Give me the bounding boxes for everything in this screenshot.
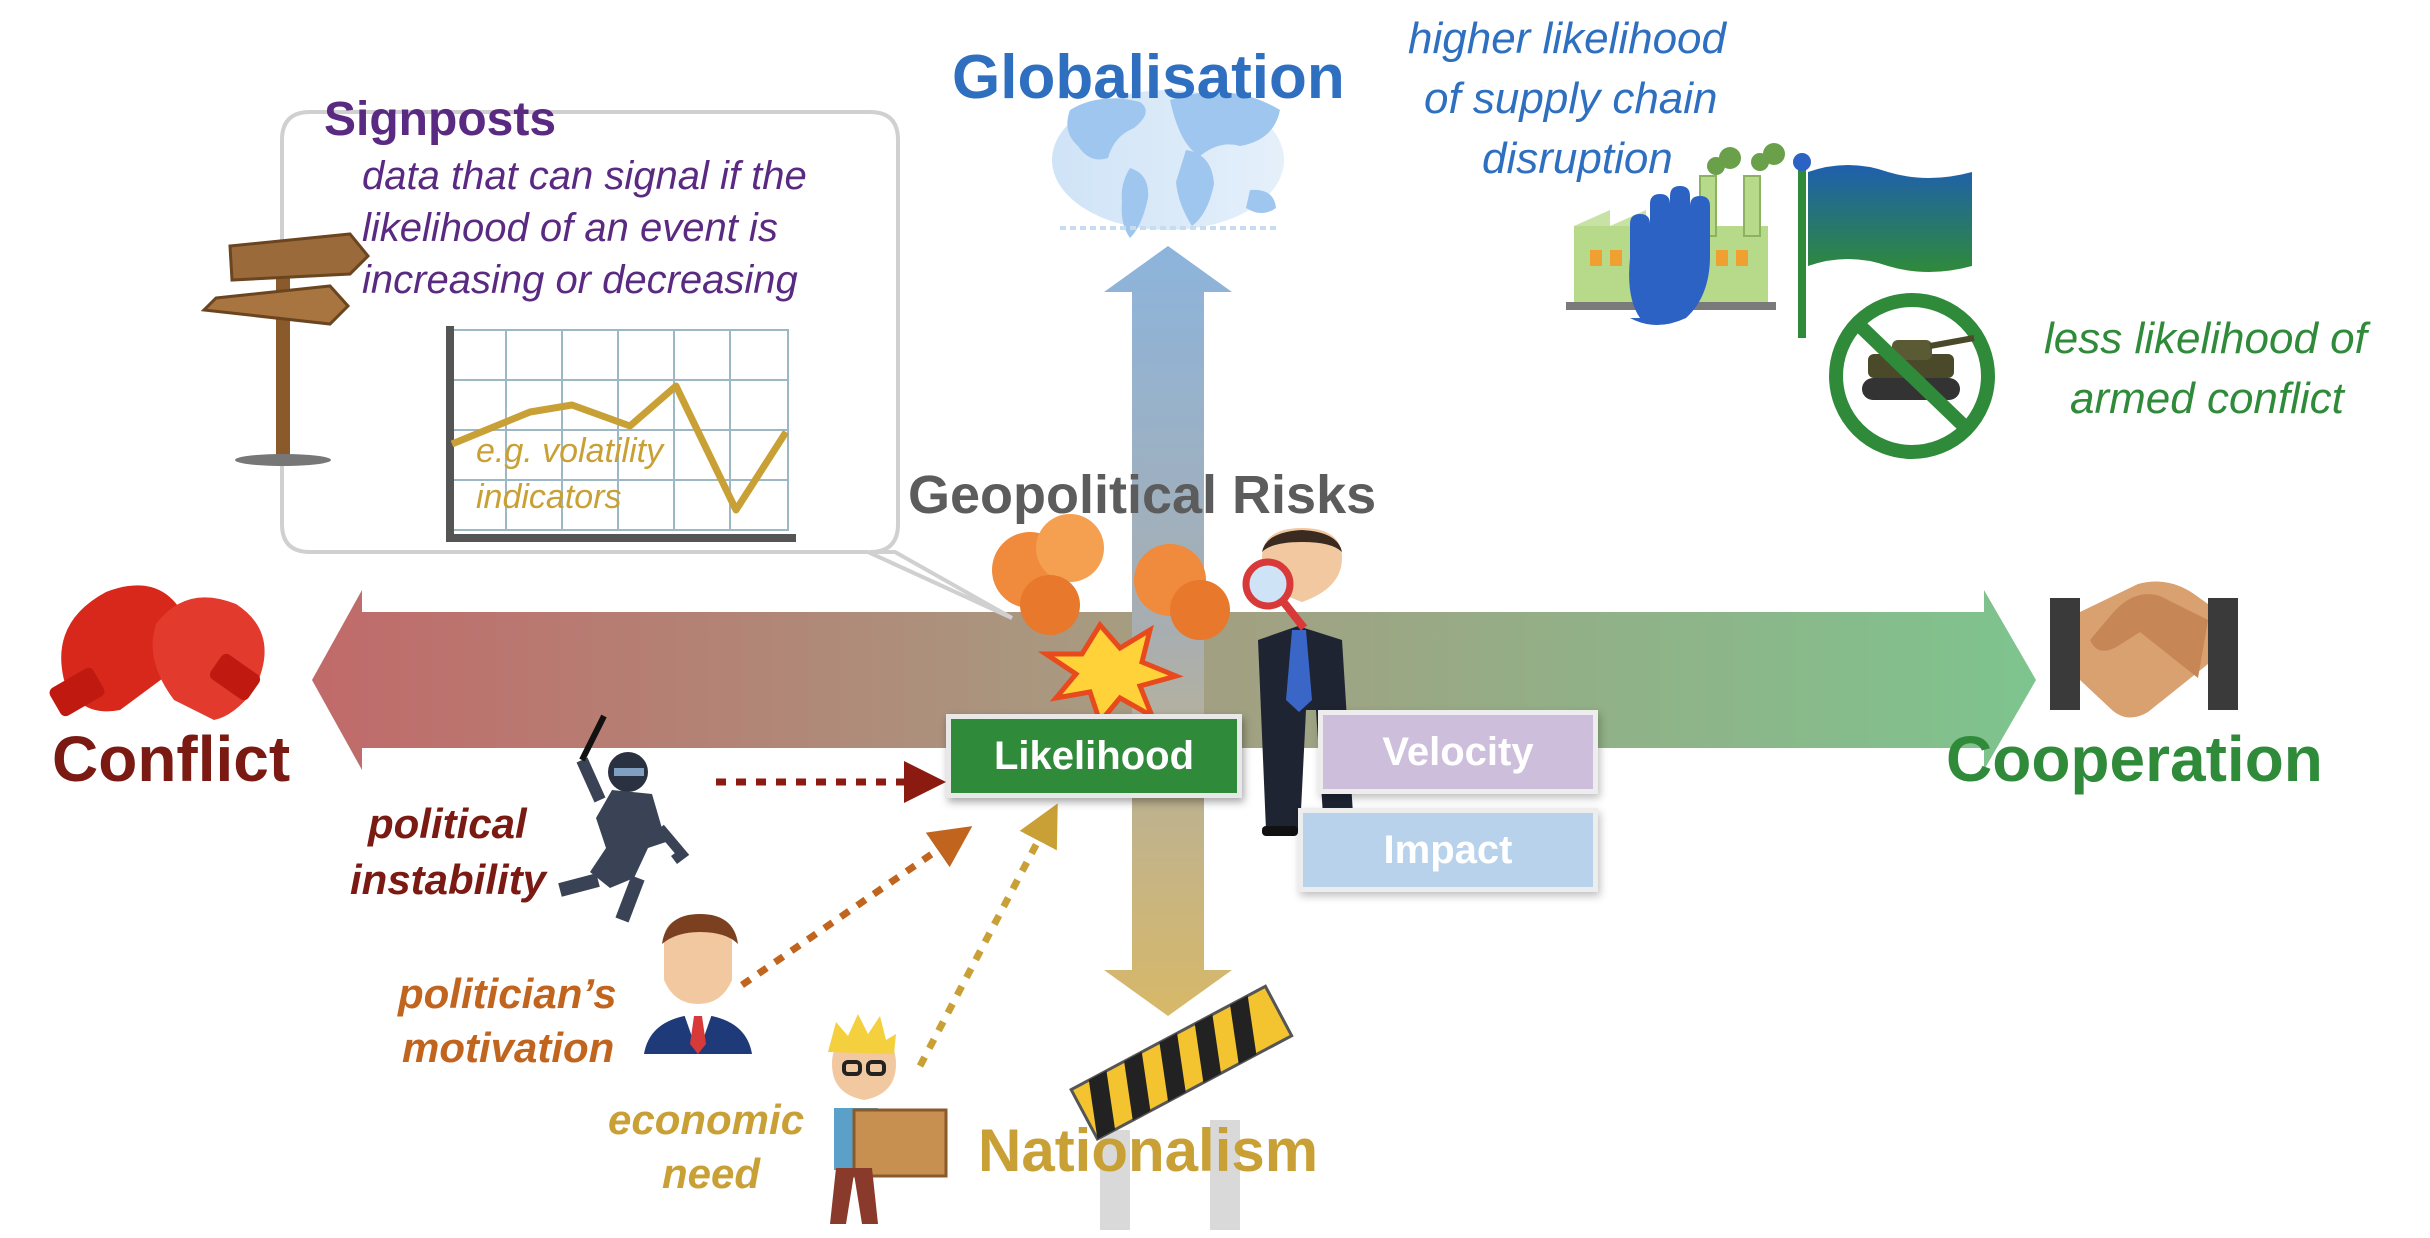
signposts-description-line-2: likelihood of an event is (362, 206, 778, 250)
flag-icon (1793, 153, 1972, 338)
politicians-motivation-line-1: politician’s (398, 970, 617, 1017)
signposts-description-line-1: data that can signal if the (362, 154, 807, 198)
signposts-description-line-3: increasing or decreasing (362, 258, 798, 302)
worker-carrying-box-icon (828, 1014, 948, 1224)
economic-need-line-1: economic (608, 1096, 805, 1143)
economic-need-arrow (916, 803, 1058, 1068)
armed-conflict-line-2: armed conflict (2070, 374, 2344, 423)
chart-example-line-2: indicators (476, 478, 622, 516)
political-instability-line-2: instability (350, 856, 547, 903)
velocity-box: Velocity (1318, 710, 1598, 794)
road-barrier-icon (1069, 984, 1294, 1230)
politicians-motivation-line-2: motivation (402, 1024, 615, 1071)
supply-chain-line-1: higher likelihood (1408, 14, 1726, 63)
cooperation-label: Cooperation (1946, 723, 2323, 795)
impact-box: Impact (1298, 808, 1598, 892)
politicians-motivation-arrow (740, 826, 973, 988)
politician-icon (644, 914, 752, 1054)
globalisation-nationalism-axis-arrow (1104, 246, 1232, 1016)
supply-chain-line-3: disruption (1482, 134, 1673, 183)
boxing-gloves-icon (49, 585, 265, 720)
line-chart-icon (446, 326, 796, 542)
factory-stop-icon (1566, 143, 1785, 325)
world-map-icon (1052, 90, 1284, 238)
handshake-icon (2050, 581, 2238, 718)
geopolitical-risks-title: Geopolitical Risks (908, 465, 1377, 525)
economic-need-line-2: need (662, 1150, 761, 1197)
armed-conflict-line-1: less likelihood of (2044, 314, 2367, 363)
explosion-icon (992, 514, 1230, 728)
chart-example-line-1: e.g. volatility (476, 432, 664, 470)
likelihood-box: Likelihood (946, 714, 1242, 798)
riot-officer-icon (558, 714, 690, 923)
signpost-icon (200, 232, 371, 466)
supply-chain-line-2: of supply chain (1424, 74, 1718, 123)
no-tank-icon (1829, 293, 1995, 459)
globalisation-label: Globalisation (952, 43, 1345, 112)
conflict-label: Conflict (52, 723, 291, 795)
nationalism-label: Nationalism (978, 1117, 1319, 1184)
signposts-title: Signposts (324, 93, 557, 146)
political-instability-line-1: political (368, 800, 527, 847)
